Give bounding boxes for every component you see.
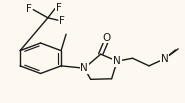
Text: N: N (80, 63, 88, 73)
Text: F: F (60, 16, 65, 26)
Text: N: N (161, 54, 168, 64)
Text: F: F (26, 4, 32, 14)
Text: N: N (113, 56, 121, 66)
Text: F: F (56, 2, 62, 12)
Text: O: O (102, 33, 110, 43)
